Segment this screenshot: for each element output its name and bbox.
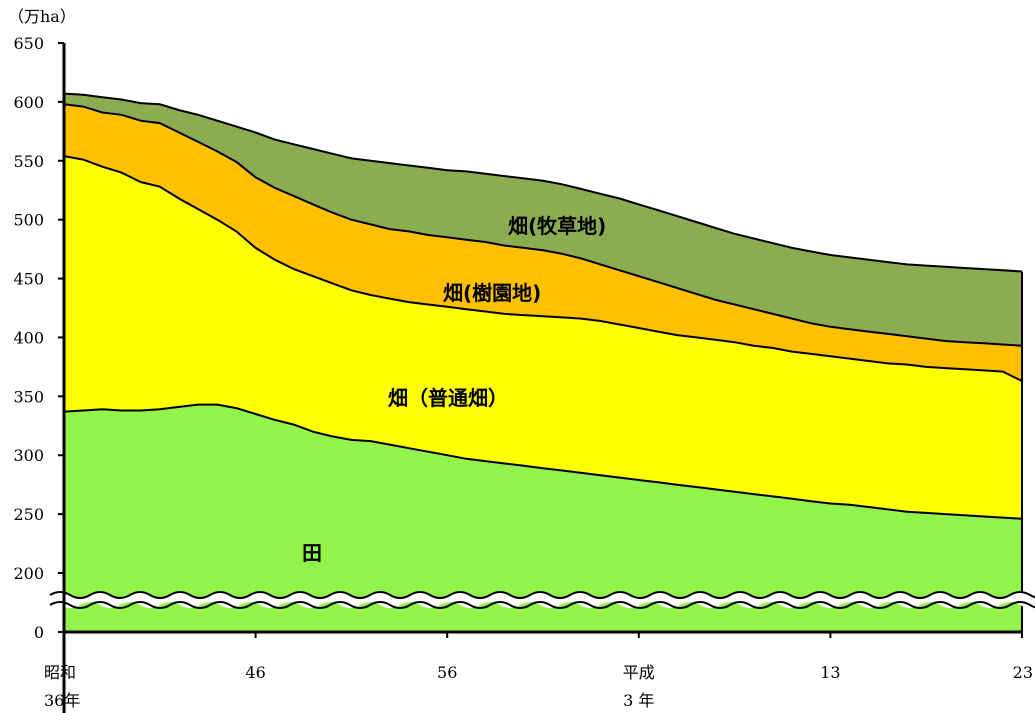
x-tick-sublabel-66: 3 年 <box>623 691 654 710</box>
area-label-paddy: 田 <box>302 541 322 565</box>
y-tick-label-600: 600 <box>13 93 44 112</box>
y-tick-label-500: 500 <box>13 211 44 230</box>
y-tick-label-450: 450 <box>13 270 44 289</box>
axes-group <box>62 43 1022 713</box>
outline-pasture <box>63 92 1023 273</box>
x-tick-label-46: 46 <box>245 663 265 682</box>
axis-break-wave-1 <box>49 591 1035 599</box>
y-tick-label-250: 250 <box>13 505 44 524</box>
y-tick-label-350: 350 <box>13 387 44 406</box>
area-label-upland: 畑（普通畑） <box>388 386 508 410</box>
x-tick-label-66: 平成 <box>623 663 655 682</box>
tick-group: 650 600 550 500 450 400 350 300 250 200 0 昭和 36年 46 56… <box>13 34 1033 710</box>
outline-upland <box>63 155 1023 382</box>
y-tick-label-0: 0 <box>34 623 44 642</box>
x-tick-label-36: 昭和 <box>44 663 76 682</box>
area-label-orchard: 畑(樹園地) <box>443 281 541 305</box>
series-outline-group <box>63 92 1023 632</box>
y-unit-label: （万ha） <box>8 7 76 26</box>
outline-orchard <box>63 103 1023 347</box>
y-tick-label-650: 650 <box>13 34 44 53</box>
area-label-pasture: 畑(牧草地) <box>508 214 606 238</box>
label-group: （万ha） 畑(牧草地) 畑(樹園地) 畑（普通畑） 田 <box>8 7 606 565</box>
y-tick-label-550: 550 <box>13 152 44 171</box>
y-tick-label-300: 300 <box>13 446 44 465</box>
x-tick-sublabel-36: 36年 <box>44 691 80 710</box>
x-tick-label-56: 56 <box>437 663 457 682</box>
x-tick-label-86: 23 <box>1013 663 1033 682</box>
y-tick-label-400: 400 <box>13 328 44 347</box>
y-tick-label-200: 200 <box>13 564 44 583</box>
axis-break-wave-2 <box>49 601 1035 609</box>
area-paddy <box>64 404 1022 632</box>
x-tick-label-76: 13 <box>820 663 840 682</box>
outline-paddy <box>63 403 1023 520</box>
axis-break-group <box>40 591 1035 609</box>
